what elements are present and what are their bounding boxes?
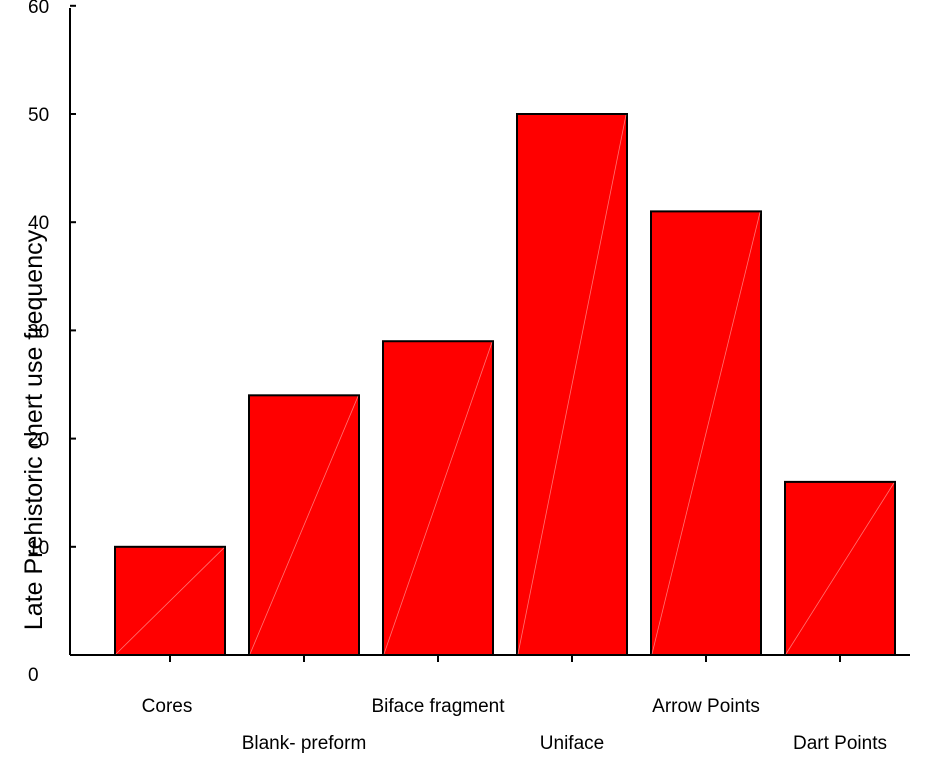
x-category-label: Uniface [540, 733, 604, 754]
y-ticks: 0 10 20 30 40 50 60 [28, 0, 76, 686]
y-axis-title: Late Prehistoric chert use frequency [20, 229, 48, 630]
bar-shading [517, 114, 627, 655]
x-category-label: Biface fragment [371, 696, 505, 717]
bar-shading [115, 547, 225, 655]
y-tick-label: 30 [28, 321, 49, 342]
x-category-label: Cores [142, 696, 193, 717]
y-tick-label: 50 [28, 105, 49, 126]
y-tick-label: 20 [28, 430, 49, 451]
bar-shading [651, 212, 761, 655]
bar-biface-fragment [382, 340, 494, 656]
bar-dart-points [784, 480, 896, 656]
bar-shading [785, 482, 895, 655]
x-ticks [169, 655, 841, 662]
x-category-label: Arrow Points [652, 696, 760, 717]
bar-uniface [516, 113, 628, 656]
bar-shading [249, 396, 359, 655]
x-category-label: Blank- preform [242, 733, 367, 754]
y-tick-label: 60 [28, 0, 49, 18]
bars-layer [114, 113, 896, 656]
y-tick-label: 0 [28, 665, 39, 686]
y-tick-label: 10 [28, 538, 49, 559]
bar-cores [114, 545, 226, 656]
y-tick-label: 40 [28, 213, 49, 234]
x-category-label: Dart Points [793, 733, 887, 754]
bar-shading [383, 342, 493, 655]
bar-blank-preform [248, 394, 360, 656]
bar-arrow-points [650, 210, 762, 656]
